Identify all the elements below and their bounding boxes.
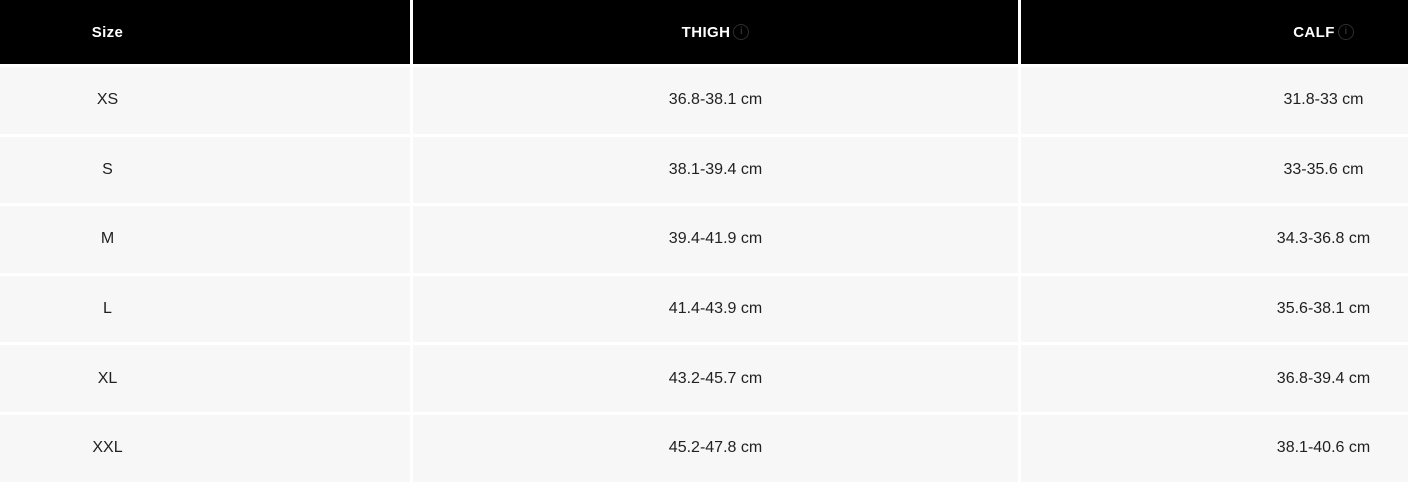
cell-size: XL: [0, 345, 410, 412]
cell-thigh: 38.1-39.4 cm: [413, 136, 1018, 204]
cell-thigh: 45.2-47.8 cm: [413, 414, 1018, 482]
table-row: L 41.4-43.9 cm 35.6-38.1 cm: [0, 275, 1408, 343]
cell-size: M: [0, 206, 410, 273]
header-cell-size: Size: [0, 0, 410, 64]
info-icon[interactable]: i: [733, 24, 750, 40]
cell-thigh: 36.8-38.1 cm: [413, 67, 1018, 134]
cell-size: L: [0, 275, 410, 343]
table-row: XS 36.8-38.1 cm 31.8-33 cm: [0, 67, 1408, 134]
cell-calf: 31.8-33 cm: [1021, 67, 1408, 134]
table-header-row: Size THIGH i CALF i: [0, 0, 1408, 64]
cell-size: XS: [0, 67, 410, 134]
cell-calf: 35.6-38.1 cm: [1021, 275, 1408, 343]
info-icon[interactable]: i: [1337, 24, 1354, 40]
cell-size: XXL: [0, 414, 410, 482]
header-label-thigh: THIGH: [681, 23, 731, 41]
table-row: S 38.1-39.4 cm 33-35.6 cm: [0, 136, 1408, 204]
header-cell-thigh: THIGH i: [413, 0, 1018, 64]
cell-calf: 38.1-40.6 cm: [1021, 414, 1408, 482]
cell-calf: 34.3-36.8 cm: [1021, 206, 1408, 273]
header-label-calf: CALF: [1293, 23, 1335, 41]
table-row: XXL 45.2-47.8 cm 38.1-40.6 cm: [0, 414, 1408, 482]
cell-thigh: 43.2-45.7 cm: [413, 345, 1018, 412]
header-cell-calf: CALF i: [1021, 0, 1408, 64]
cell-thigh: 39.4-41.9 cm: [413, 206, 1018, 273]
table-row: XL 43.2-45.7 cm 36.8-39.4 cm: [0, 345, 1408, 412]
cell-thigh: 41.4-43.9 cm: [413, 275, 1018, 343]
cell-calf: 36.8-39.4 cm: [1021, 345, 1408, 412]
header-label-size: Size: [91, 23, 124, 41]
table-row: M 39.4-41.9 cm 34.3-36.8 cm: [0, 206, 1408, 273]
cell-calf: 33-35.6 cm: [1021, 136, 1408, 204]
cell-size: S: [0, 136, 410, 204]
